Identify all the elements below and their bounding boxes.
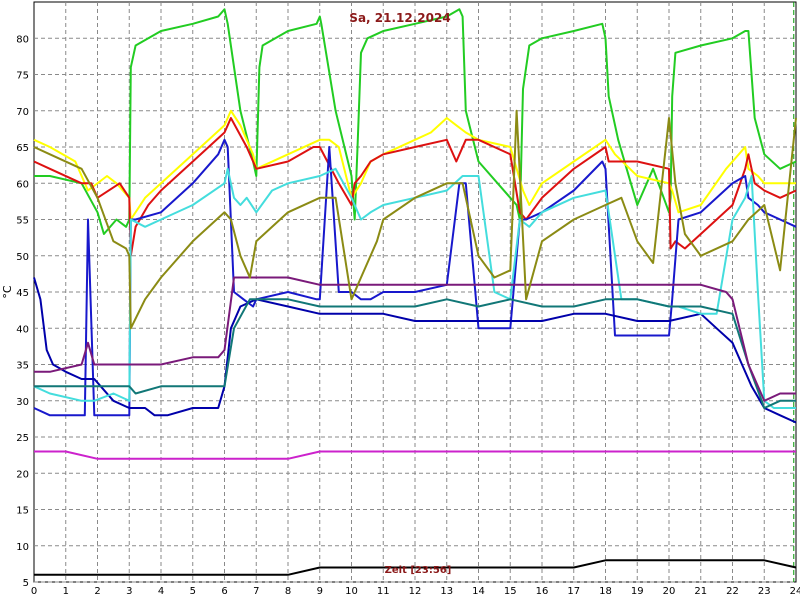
- y-tick-label: 25: [16, 433, 29, 444]
- x-tick-label: 16: [536, 586, 549, 597]
- x-tick-label: 17: [567, 586, 580, 597]
- series-line: [34, 298, 796, 409]
- y-tick-label: 65: [16, 143, 29, 154]
- x-tick-label: 3: [126, 586, 132, 597]
- x-tick-label: 24: [790, 586, 800, 597]
- y-tick-label: 20: [16, 469, 29, 480]
- series-line: [34, 450, 796, 460]
- series-line: [33, 109, 797, 330]
- x-tick-label: 20: [663, 586, 676, 597]
- x-tick-label: 0: [31, 586, 37, 597]
- y-tick-label: 50: [16, 252, 29, 263]
- x-tick-label: 1: [63, 586, 69, 597]
- x-tick-label: 2: [94, 586, 100, 597]
- x-tick-label: 7: [253, 586, 259, 597]
- x-tick-label: 6: [221, 586, 227, 597]
- y-tick-label: 45: [16, 288, 29, 299]
- y-tick-label: 35: [16, 361, 29, 372]
- x-tick-label: 23: [758, 586, 771, 597]
- x-tick-label: 19: [631, 586, 644, 597]
- x-tick-label: 11: [377, 586, 390, 597]
- x-tick-label: 15: [504, 586, 517, 597]
- series-line: [34, 559, 797, 576]
- x-tick-label: 5: [190, 586, 196, 597]
- x-tick-label: 21: [694, 586, 707, 597]
- y-tick-label: 70: [16, 107, 29, 118]
- x-tick-label: 22: [726, 586, 739, 597]
- series-line: [34, 276, 796, 402]
- x-tick-label: 4: [158, 586, 164, 597]
- x-tick-label: 9: [317, 586, 323, 597]
- series-line: [33, 138, 797, 417]
- y-tick-label: 30: [16, 397, 29, 408]
- y-tick-label: 55: [16, 216, 29, 227]
- series-line: [33, 167, 796, 409]
- x-tick-label: 12: [409, 586, 422, 597]
- series-line: [33, 117, 797, 257]
- x-tick-label: 13: [440, 586, 453, 597]
- y-tick-label: 40: [16, 324, 29, 335]
- y-tick-label: 80: [16, 34, 29, 45]
- cursor-time-label: Zeit [23:56]: [385, 565, 452, 576]
- x-tick-label: 18: [599, 586, 612, 597]
- x-tick-label: 10: [345, 586, 358, 597]
- y-tick-label: 15: [16, 506, 29, 517]
- x-tick-label: 14: [472, 586, 485, 597]
- y-tick-label: 60: [16, 179, 29, 190]
- y-axis-label: °C: [1, 285, 14, 299]
- chart-title: Sa, 21.12.2024: [349, 11, 450, 25]
- y-tick-label: 10: [16, 542, 29, 553]
- y-tick-label: 5: [23, 578, 29, 589]
- x-tick-label: 8: [285, 586, 291, 597]
- y-tick-label: 75: [16, 71, 29, 82]
